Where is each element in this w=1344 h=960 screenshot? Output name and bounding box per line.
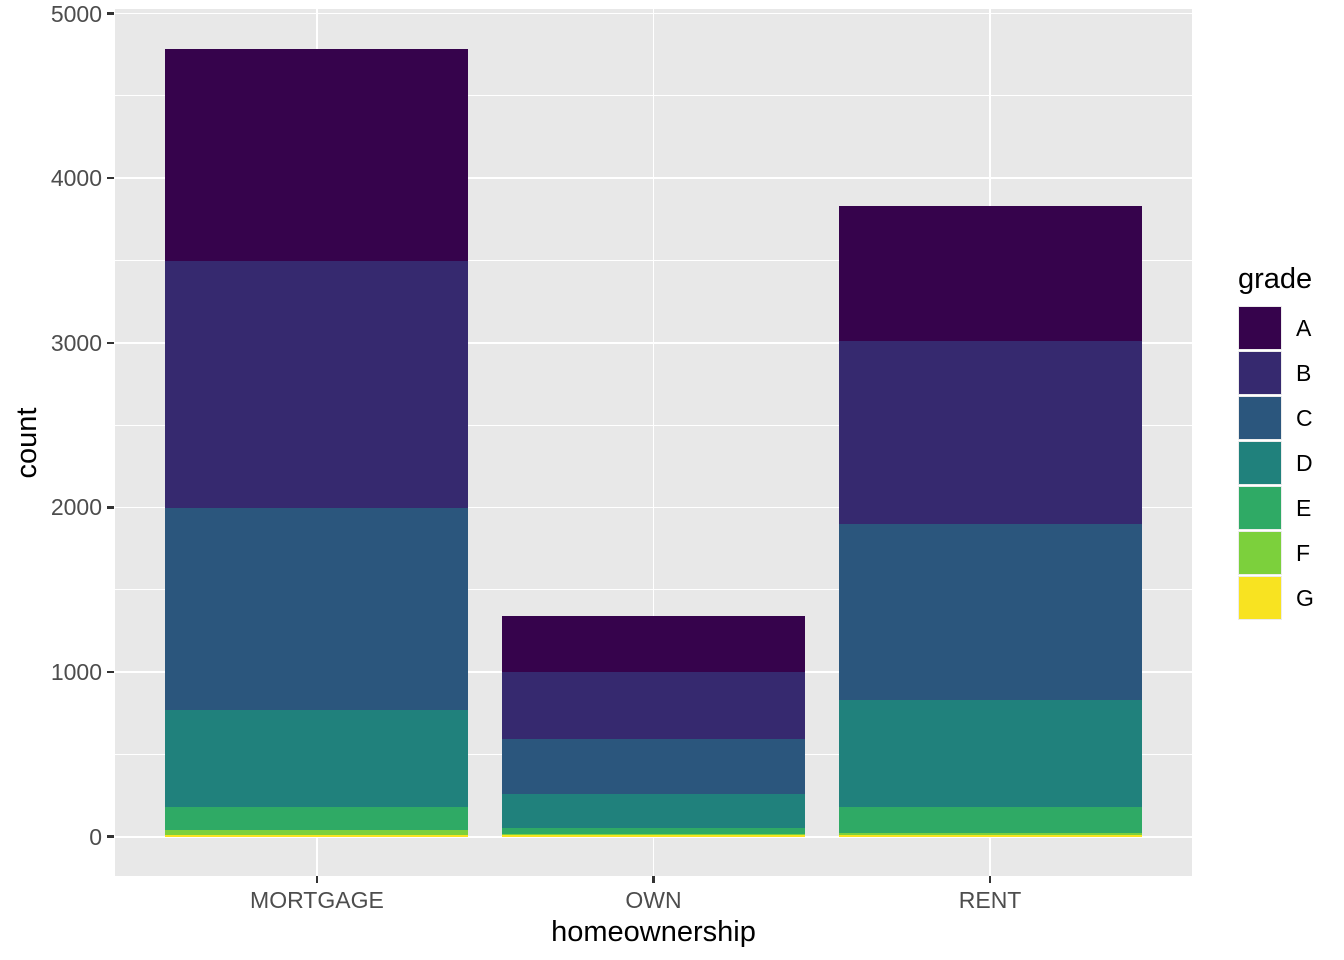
y-tick-mark bbox=[107, 670, 114, 674]
legend-item: G bbox=[1238, 576, 1344, 621]
legend-item: A bbox=[1238, 306, 1344, 351]
bar-segment-own-b bbox=[502, 671, 805, 740]
bar-segment-rent-a bbox=[838, 206, 1142, 341]
legend-item-label: B bbox=[1296, 360, 1312, 386]
bar-segment-own-c bbox=[502, 739, 805, 795]
y-tick-mark bbox=[107, 177, 114, 180]
x-tick-mark bbox=[315, 876, 319, 883]
y-tick-label: 1000 bbox=[50, 659, 102, 686]
bar-segment-own-g bbox=[502, 835, 805, 837]
bar-segment-rent-g bbox=[838, 835, 1142, 837]
bar-segment-mortgage-e bbox=[165, 806, 469, 831]
legend-item: D bbox=[1238, 441, 1344, 486]
y-tick-mark bbox=[107, 341, 114, 345]
legend-title: grade bbox=[1238, 263, 1313, 295]
x-tick-label: OWN bbox=[625, 887, 682, 913]
bar-segment-mortgage-b bbox=[165, 260, 469, 509]
legend-swatch-b bbox=[1238, 351, 1282, 395]
legend-item-label: D bbox=[1296, 450, 1313, 476]
bar-segment-rent-d bbox=[838, 700, 1142, 807]
legend-swatch-d bbox=[1238, 441, 1282, 485]
bar-segment-mortgage-a bbox=[165, 48, 469, 261]
legend-item-label: A bbox=[1296, 315, 1312, 341]
legend-item: E bbox=[1238, 486, 1344, 531]
x-tick-label: RENT bbox=[958, 887, 1022, 913]
x-tick-mark bbox=[988, 876, 992, 883]
y-tick-mark bbox=[107, 835, 114, 838]
y-tick-label: 2000 bbox=[50, 494, 102, 521]
legend-item-label: F bbox=[1296, 540, 1311, 566]
x-axis-title: homeownership bbox=[551, 916, 756, 948]
bar-segment-rent-e bbox=[838, 806, 1142, 833]
bar-segment-own-d bbox=[502, 794, 805, 829]
bar-segment-rent-f bbox=[838, 832, 1142, 836]
legend-swatch-e bbox=[1238, 486, 1282, 530]
bar-segment-mortgage-c bbox=[165, 508, 469, 711]
bar-segment-own-f bbox=[502, 833, 805, 836]
plot-panel bbox=[115, 9, 1192, 876]
bar-segment-own-e bbox=[502, 828, 805, 834]
y-tick-label: 4000 bbox=[50, 165, 102, 192]
x-gridline-major bbox=[652, 9, 655, 876]
y-tick-label: 3000 bbox=[50, 329, 102, 356]
bar-segment-rent-b bbox=[838, 340, 1142, 525]
legend-swatch-g bbox=[1238, 576, 1282, 620]
y-tick-label: 5000 bbox=[50, 0, 102, 27]
legend-item: F bbox=[1238, 531, 1344, 576]
y-tick-mark bbox=[107, 12, 114, 15]
x-tick-mark bbox=[652, 876, 655, 883]
x-tick-label: MORTGAGE bbox=[250, 887, 384, 913]
legend-swatch-a bbox=[1238, 306, 1282, 350]
bar-segment-mortgage-g bbox=[165, 835, 469, 837]
y-tick-label: 0 bbox=[89, 823, 102, 850]
legend-item: C bbox=[1238, 396, 1344, 441]
legend-swatch-f bbox=[1238, 531, 1282, 575]
y-axis-title: count bbox=[11, 407, 43, 478]
legend-item-label: G bbox=[1296, 585, 1314, 611]
bar-segment-rent-c bbox=[838, 524, 1142, 701]
legend-item-label: E bbox=[1296, 495, 1312, 521]
bar-segment-mortgage-d bbox=[165, 710, 469, 807]
legend-item: B bbox=[1238, 351, 1344, 396]
bar-segment-mortgage-f bbox=[165, 830, 469, 835]
legend-item-label: C bbox=[1296, 405, 1313, 431]
legend-swatch-c bbox=[1238, 396, 1282, 440]
bar-segment-own-a bbox=[502, 615, 805, 672]
y-tick-mark bbox=[107, 506, 114, 509]
